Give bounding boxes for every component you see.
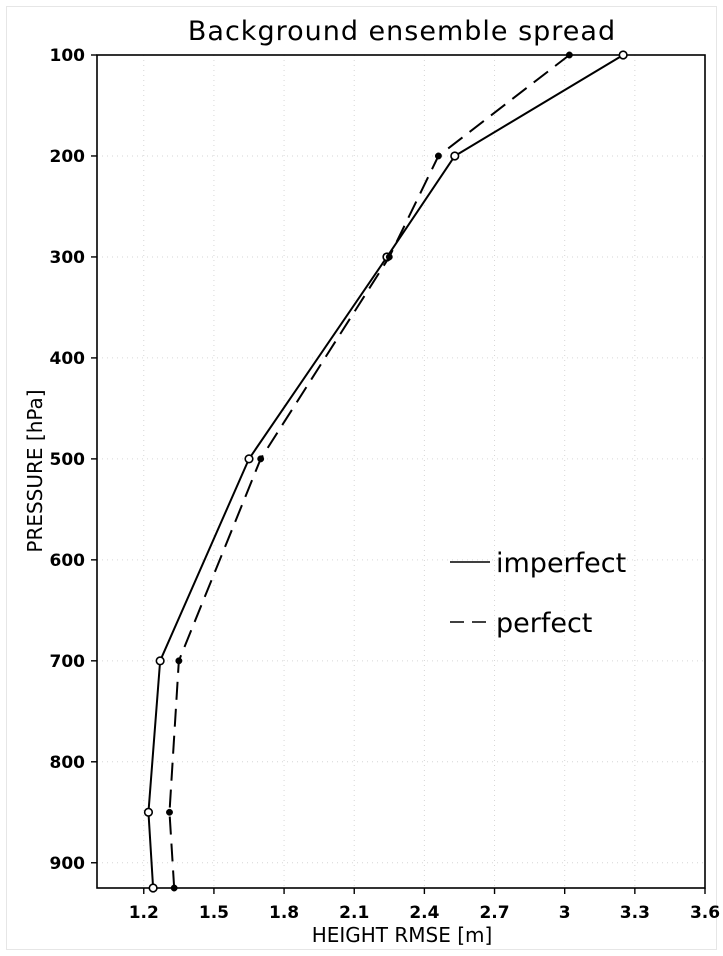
data-point-perfect <box>257 455 265 463</box>
data-point-perfect <box>175 657 183 665</box>
y-tick-label: 500 <box>50 450 86 470</box>
data-point-imperfect <box>155 656 165 666</box>
series-line-imperfect <box>147 54 624 889</box>
y-tick-label: 900 <box>50 854 86 874</box>
data-point-perfect <box>170 884 178 892</box>
legend-label-perfect: perfect <box>496 608 592 639</box>
x-tick-label: 3.3 <box>620 903 650 923</box>
data-point-perfect <box>434 152 442 160</box>
grid <box>97 54 706 888</box>
x-tick-label: 2.4 <box>409 903 439 923</box>
y-tick-label: 600 <box>50 551 86 571</box>
chart-title: Background ensemble spread <box>188 16 616 47</box>
y-tick-label: 800 <box>50 753 86 773</box>
data-point-imperfect <box>244 454 254 464</box>
plot-area-border <box>96 54 706 889</box>
data-point-imperfect <box>450 151 460 161</box>
x-tick-label: 1.8 <box>269 903 299 923</box>
y-tick-label: 700 <box>50 652 86 672</box>
x-tick-label: 3 <box>559 903 571 923</box>
x-tick-label: 2.1 <box>339 903 369 923</box>
x-axis-ticks: 1.2 1.5 1.8 2.1 2.4 2.7 3 3.3 3.6 <box>129 888 720 923</box>
legend: imperfect perfect <box>450 548 626 639</box>
x-tick-label: 3.6 <box>690 903 720 923</box>
x-tick-label: 1.2 <box>129 903 159 923</box>
data-point-perfect <box>385 253 393 261</box>
data-point-imperfect <box>148 883 158 893</box>
x-tick-label: 2.7 <box>479 903 509 923</box>
y-tick-label: 100 <box>50 46 86 66</box>
data-point-perfect <box>166 808 173 816</box>
data-point-imperfect <box>143 807 154 817</box>
x-tick-label: 1.5 <box>199 903 229 923</box>
figure-frame <box>6 6 717 950</box>
data-point-imperfect <box>618 50 628 60</box>
legend-label-imperfect: imperfect <box>496 548 626 579</box>
y-axis-label: PRESSURE [hPa] <box>23 389 47 552</box>
y-tick-label: 400 <box>50 349 86 369</box>
y-tick-label: 300 <box>50 248 86 268</box>
y-tick-label: 200 <box>50 147 86 167</box>
series-group <box>143 50 628 893</box>
data-point-perfect <box>565 51 573 59</box>
series-line-perfect <box>168 54 570 889</box>
y-axis-ticks: 100 200 300 400 500 600 700 800 900 <box>50 46 97 874</box>
x-axis-label: HEIGHT RMSE [m] <box>312 923 493 947</box>
